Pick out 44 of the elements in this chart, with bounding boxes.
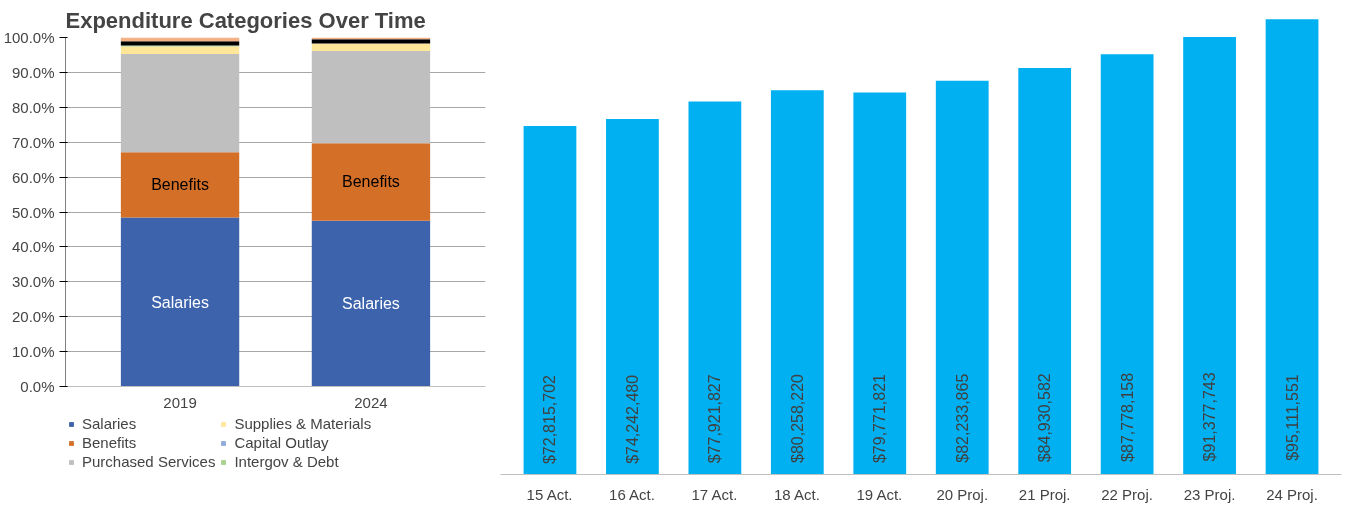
data-label: $84,930,582 <box>1036 373 1054 463</box>
x-tick-label: 18 Act. <box>773 485 820 503</box>
y-tick-label: 30.0% <box>11 273 55 291</box>
y-tick-label: 10.0% <box>11 343 55 361</box>
data-label: $91,377,743 <box>1201 372 1219 462</box>
x-tick-label: 23 Proj. <box>1183 485 1236 503</box>
x-tick-label: 16 Act. <box>609 485 655 503</box>
x-tick-label: 19 Act. <box>856 485 903 503</box>
y-tick-label: 90.0% <box>11 63 55 81</box>
annotation: Salaries <box>342 295 400 313</box>
legend-label: Supplies & Materials <box>234 415 372 432</box>
annotation: Benefits <box>342 173 400 191</box>
legend-label: Salaries <box>82 415 137 432</box>
legend-label: Purchased Services <box>82 453 216 470</box>
data-label: $74,242,480 <box>623 374 641 464</box>
y-tick-label: 60.0% <box>11 168 55 186</box>
x-tick-label: 21 Proj. <box>1018 485 1071 503</box>
legend-label: Capital Outlay <box>234 434 329 451</box>
x-tick-label: 2024 <box>354 393 388 411</box>
data-label: $77,921,827 <box>706 374 724 464</box>
data-label: $79,771,821 <box>871 373 889 464</box>
y-tick-label: 100.0% <box>3 29 55 46</box>
x-tick-label: 24 Proj. <box>1266 485 1318 503</box>
y-tick-label: 20.0% <box>11 308 55 326</box>
x-tick-label: 2019 <box>163 393 197 411</box>
data-label: $80,258,220 <box>788 373 806 463</box>
annotation: Salaries <box>151 293 209 311</box>
annotation: Benefits <box>151 176 209 194</box>
legend-label: Intergov & Debt <box>234 453 339 470</box>
y-tick-label: 70.0% <box>11 133 55 151</box>
data-label: $87,778,158 <box>1118 372 1136 462</box>
chart-title: Expenditure Categories Over Time <box>65 7 426 33</box>
data-label: $72,815,702 <box>541 374 559 465</box>
data-label: $95,111,551 <box>1283 374 1301 461</box>
legend-label: Benefits <box>82 434 137 451</box>
y-tick-label: 40.0% <box>11 238 55 256</box>
data-label: $82,233,865 <box>953 373 971 463</box>
x-tick-label: 17 Act. <box>691 485 738 503</box>
x-tick-label: 20 Proj. <box>936 485 989 503</box>
y-tick-label: 50.0% <box>11 203 55 221</box>
y-tick-label: 80.0% <box>11 98 55 116</box>
x-tick-label: 15 Act. <box>526 485 573 503</box>
x-tick-label: 22 Proj. <box>1101 485 1153 503</box>
y-tick-label: 0.0% <box>20 378 55 395</box>
